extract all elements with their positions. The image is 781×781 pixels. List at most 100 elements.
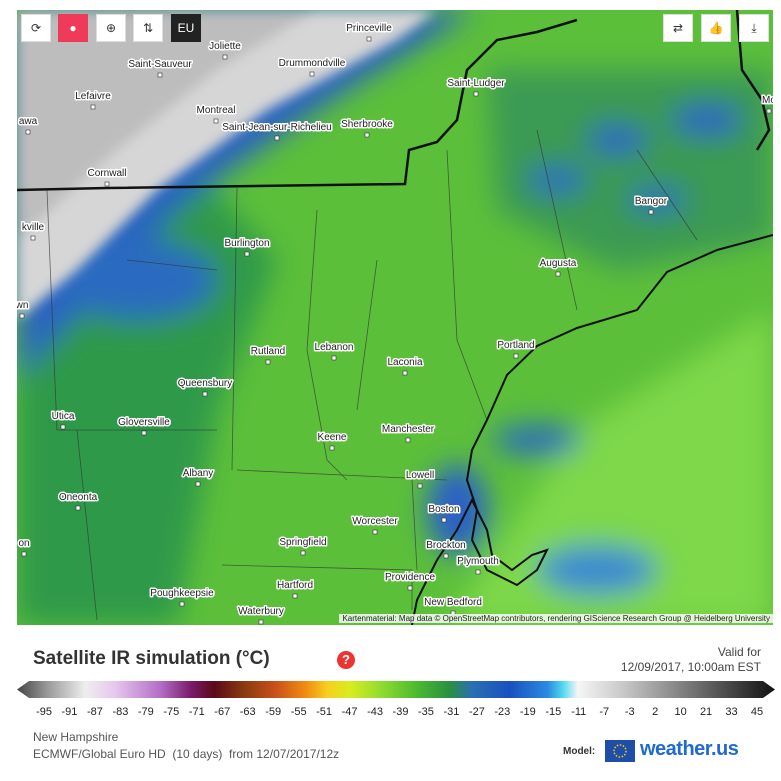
city-dot [157,72,163,78]
tick-label: -63 [239,706,256,718]
city-label: Gloversville [118,417,170,428]
city-label: Saint-Ludger [447,78,505,89]
tick-label: -79 [137,706,154,718]
city-label: kville [22,222,45,233]
tick-label: 45 [750,706,764,718]
tick-label: -91 [61,706,78,718]
city-dot [222,54,228,60]
city-dot [25,129,31,135]
city-dot [265,359,271,365]
city-dot [195,481,201,487]
city-label: New Bedford [424,597,482,608]
city-dot [329,445,335,451]
city-dot [19,313,25,319]
city-label: Albany [183,468,214,479]
city-label: Saint-Sauveur [128,59,192,70]
city-dot [60,424,66,430]
city-dot [309,71,315,77]
help-button[interactable]: ? [337,651,355,669]
tick-label: -87 [86,706,103,718]
city-dot [555,271,561,277]
city-dot [441,517,447,523]
download-button[interactable]: ⤓ [739,14,769,42]
tick-label: -23 [494,706,511,718]
tick-label: -67 [214,706,231,718]
legend-title: Satellite IR simulation (°C) [33,648,270,669]
city-label: Lefaivre [75,91,111,102]
city-dot [372,529,378,535]
city-dot [258,619,264,625]
city-label: Augusta [540,258,577,269]
city-dot [407,585,413,591]
brand[interactable]: weather.us [640,738,739,760]
city-dot [300,550,306,556]
city-label: wn [17,300,28,311]
location-button[interactable]: ● [58,14,88,42]
city-dot [402,370,408,376]
city-label: Laconia [387,357,422,368]
eu-flag [605,740,635,762]
city-label: Saint-Jean-sur-Richelieu [222,122,332,133]
city-label: Rutland [251,346,285,357]
city-dot [244,251,250,257]
city-label: Joliette [209,41,241,52]
region: New Hampshire [33,730,119,744]
share-button[interactable]: ⇄ [663,14,693,42]
tick-label: -7 [599,706,610,718]
city-label: Brockton [426,540,465,551]
city-label: Oneonta [59,492,98,503]
like-button[interactable]: 👍 [701,14,731,42]
city-label: Mo [762,95,773,106]
valid-label: Valid for [717,645,761,659]
tick-label: -11 [571,706,587,718]
city-label: Plymouth [457,556,499,567]
city-label: Queensbury [178,378,232,389]
city-dot [292,593,298,599]
valid-time: 12/09/2017, 10:00am EST [620,660,761,674]
refresh-button[interactable]: ⟳ [21,14,51,42]
city-label: Worcester [352,516,398,527]
city-label: Portland [497,340,534,351]
tick-label: -31 [443,706,460,718]
tick-label: -95 [36,706,52,718]
tick-label: -39 [392,706,409,718]
sort-button[interactable]: ⇅ [133,14,163,42]
tick-label: -51 [316,706,333,718]
zoom-button[interactable]: ⊕ [96,14,126,42]
tick-label: -15 [545,706,562,718]
tick-label: -27 [468,706,485,718]
city-label: Waterbury [238,606,284,617]
city-dot [475,569,481,575]
city-dot [513,353,519,359]
city-dot [366,36,372,42]
tick-label: 21 [699,706,713,718]
tick-label: -75 [163,706,180,718]
tick-label: -19 [519,706,536,718]
city-dot [104,181,110,187]
tick-label: 10 [674,706,687,718]
color-scale-ticks: -95 -91 -87 -83 -79 -75 -71 -67 -63 -59 -55 -51 -47-… [0,706,781,720]
tick-label: 2 [652,706,659,718]
city-dot [30,235,36,241]
city-dot [443,553,449,559]
city-label: Hartford [277,580,313,591]
city-label: Poughkeepsie [150,588,214,599]
city-label: Lowell [406,470,434,481]
city-dot [648,209,654,215]
city-dot [364,132,370,138]
tick-label: -71 [188,706,205,718]
city-label: on [18,538,29,549]
city-dot [417,483,423,489]
city-label: Princeville [346,23,392,34]
city-label: Cornwall [88,168,127,179]
city-dot [766,108,772,114]
region-button[interactable]: EU [171,14,201,42]
city-label: Keene [318,432,347,443]
city-label: Burlington [224,238,269,249]
attribution: Kartenmaterial: Map data © OpenStreetMap… [339,614,773,623]
tick-label: -43 [367,706,383,718]
city-dot [75,505,81,511]
city-dot [405,437,411,443]
model-run: ECMWF/Global Euro HD (10 days) from 12/0… [33,747,340,761]
